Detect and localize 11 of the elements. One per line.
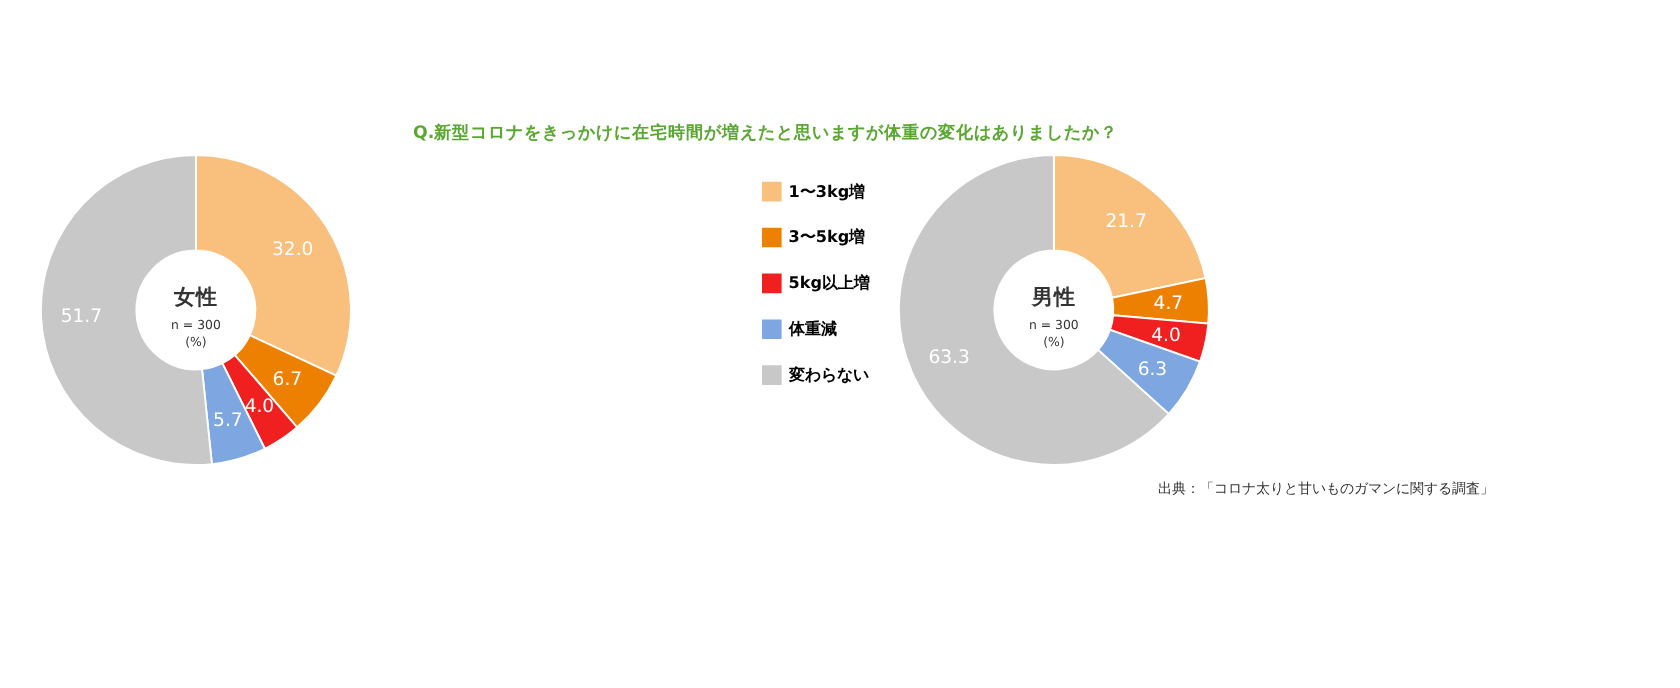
data-label: 5.7	[213, 410, 243, 433]
data-label: 6.3	[1137, 358, 1168, 381]
data-label: 32.0	[272, 238, 314, 261]
text: 男性	[1029, 283, 1076, 310]
data-label: 21.7	[1105, 211, 1147, 234]
data-label: 4.0	[1151, 324, 1181, 347]
chart-title: Q.新型コロナをきっかけに在宅時間が増えたと思いますが体重の変化はありましたか？	[412, 119, 1119, 144]
data-label: 6.7	[272, 369, 303, 392]
data-label: 4.0	[244, 395, 275, 418]
text: 女性	[171, 283, 218, 310]
data-label: 4.7	[1153, 293, 1184, 316]
